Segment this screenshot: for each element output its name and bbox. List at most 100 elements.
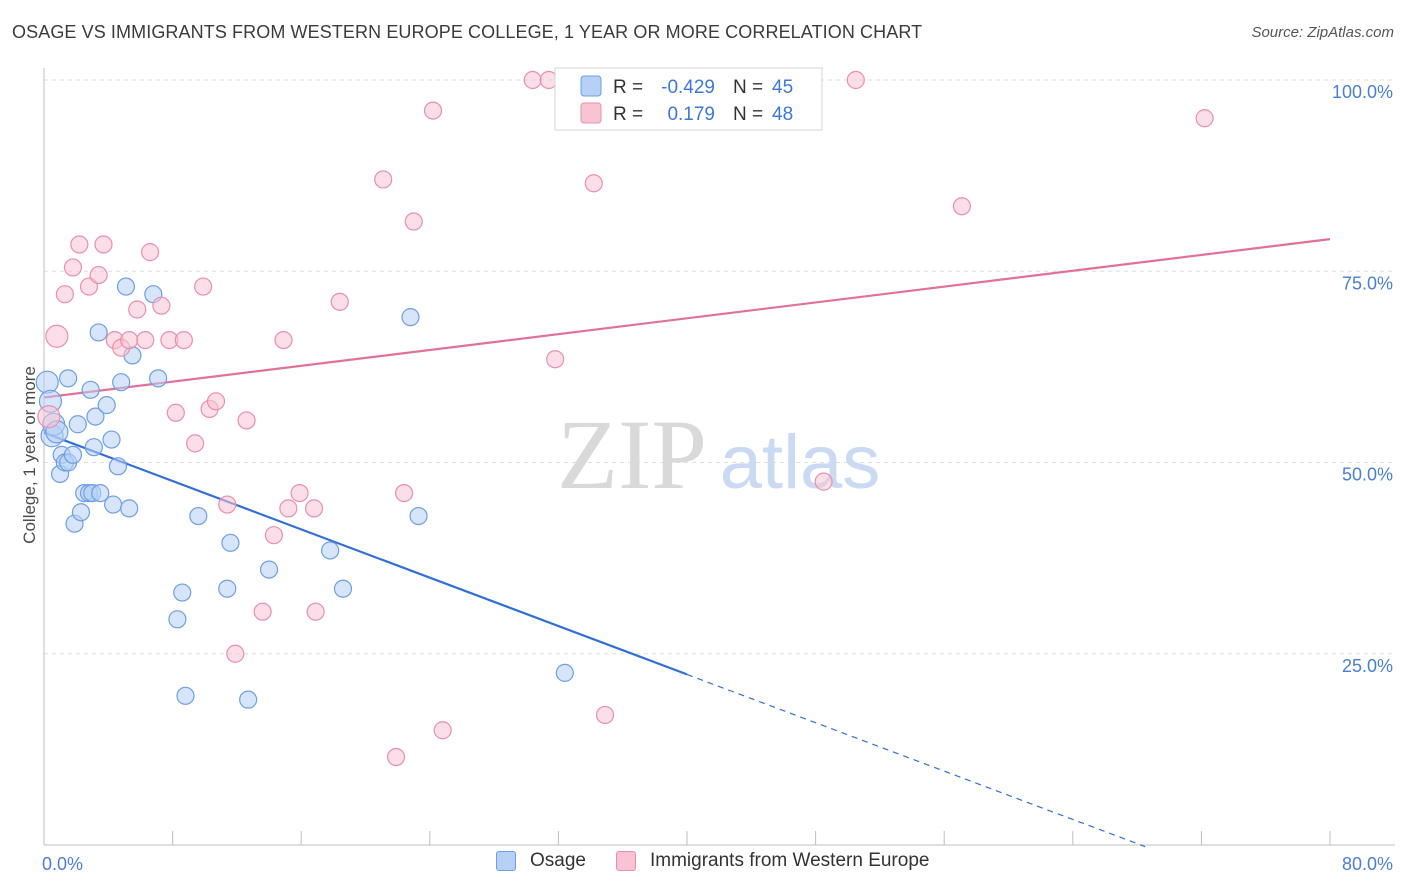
immigrants-point-45 (846, 70, 865, 90)
bottom-legend-label-osage: Osage (530, 850, 586, 871)
osage-point-44 (555, 663, 574, 682)
osage-point-21 (91, 484, 110, 503)
osage-point-12 (68, 415, 87, 434)
legend-r-value-immigrants: 0.179 (667, 104, 715, 125)
osage-point-0 (35, 370, 59, 394)
osage-point-20 (89, 323, 108, 342)
legend-n-value-immigrants: 48 (772, 104, 793, 125)
trend-lines (43, 238, 1331, 848)
legend-n-label-osage: N = (733, 77, 763, 98)
y-tick-label-2: 50.0% (1342, 465, 1393, 485)
immigrants-point-10 (120, 331, 139, 350)
osage-point-31 (149, 369, 168, 388)
legend-swatch-immigrants (580, 102, 602, 124)
bottom-legend-swatch-immigrants (616, 851, 636, 871)
osage-point-27 (116, 277, 136, 296)
bottom-legend-label-immigrants: Immigrants from Western Europe (650, 850, 930, 871)
immigrants-point-1 (45, 324, 69, 348)
immigrants-point-35 (394, 484, 414, 503)
watermark-zip: ZIP (557, 399, 707, 510)
immigrants-point-13 (140, 243, 160, 262)
osage-point-38 (239, 690, 258, 709)
osage-point-16 (81, 380, 100, 399)
immigrants-point-25 (253, 602, 272, 621)
osage-point-36 (218, 579, 237, 598)
osage-point-42 (401, 308, 420, 327)
osage-point-26 (112, 373, 131, 392)
osage-point-23 (102, 430, 121, 449)
immigrants-point-47 (1195, 109, 1214, 128)
immigrants-point-22 (218, 495, 237, 514)
osage-point-28 (120, 499, 139, 518)
legend-n-label-immigrants: N = (733, 104, 763, 125)
immigrants-point-31 (306, 602, 325, 621)
x-tick-label-0: 0.0% (42, 854, 83, 874)
watermark-atlas: atlas (720, 420, 881, 505)
immigrants-point-30 (304, 499, 324, 518)
immigrants-point-24 (237, 411, 256, 430)
immigrants-point-34 (386, 747, 406, 767)
immigrants-point-26 (264, 526, 283, 545)
axes (43, 68, 1395, 846)
immigrants-point-6 (89, 265, 108, 285)
source-label: Source: ZipAtlas.com (1251, 24, 1394, 41)
immigrants-point-33 (374, 170, 393, 189)
immigrants-point-42 (584, 174, 603, 193)
immigrants-point-16 (166, 403, 185, 422)
immigrants-point-36 (404, 212, 423, 231)
immigrants-point-2 (55, 285, 74, 304)
immigrants-point-37 (423, 101, 443, 120)
immigrants-point-12 (136, 331, 155, 350)
immigrants-point-11 (128, 300, 147, 319)
immigrants-point-38 (433, 721, 452, 740)
osage-point-8 (59, 369, 78, 388)
immigrants-point-44 (814, 472, 833, 491)
immigrants-point-41 (546, 350, 565, 369)
grid-lines (44, 79, 1395, 655)
osage-point-43 (409, 506, 428, 526)
y-tick-labels: 100.0% 75.0% 50.0% 25.0% (1332, 82, 1393, 676)
osage-point-19 (86, 407, 105, 426)
x-tick-label-1: 80.0% (1342, 854, 1393, 874)
osage-point-37 (221, 533, 240, 552)
osage-point-18 (84, 438, 103, 457)
x-tick-labels: 0.0% 80.0% (42, 854, 1393, 874)
immigrants-point-0 (37, 405, 61, 429)
osage-trend-line (43, 431, 688, 676)
legend-r-label-immigrants: R = (613, 104, 643, 125)
immigrants-point-17 (174, 331, 193, 350)
legend-swatch-osage (580, 75, 602, 97)
legend: R = -0.429 N = 45 R = 0.179 N = 48 (554, 67, 823, 131)
y-tick-label-0: 100.0% (1332, 82, 1393, 102)
y-tick-label-3: 25.0% (1342, 656, 1393, 676)
y-tick-label-1: 75.0% (1342, 273, 1393, 293)
bottom-legend-immigrants: Immigrants from Western Europe (616, 850, 929, 872)
immigrants-point-7 (94, 235, 113, 254)
osage-point-10 (63, 445, 83, 464)
y-axis-label: College, 1 year or more (20, 366, 39, 544)
immigrants-point-3 (63, 258, 83, 277)
watermark: ZIP atlas (557, 399, 880, 510)
legend-n-value-osage: 45 (772, 77, 793, 98)
immigrants-point-18 (186, 434, 205, 453)
immigrants-point-21 (206, 392, 226, 411)
bottom-legend: Osage Immigrants from Western Europe (0, 850, 1406, 880)
immigrants-point-19 (194, 277, 213, 296)
osage-point-41 (333, 579, 353, 598)
legend-r-value-osage: -0.429 (661, 77, 715, 98)
immigrants-point-28 (279, 499, 298, 518)
data-points (35, 70, 1214, 767)
osage-point-32 (168, 610, 187, 629)
osage-point-39 (259, 560, 279, 579)
osage-point-35 (189, 506, 208, 526)
osage-trend-line-extrapolated (686, 673, 1146, 848)
immigrants-point-46 (952, 197, 971, 216)
immigrants-point-32 (330, 292, 349, 311)
osage-point-40 (321, 541, 340, 560)
bottom-legend-osage: Osage (496, 850, 586, 872)
immigrants-point-29 (290, 484, 309, 503)
immigrants-point-43 (595, 705, 615, 725)
immigrants-point-23 (226, 644, 245, 663)
osage-point-22 (97, 396, 116, 415)
